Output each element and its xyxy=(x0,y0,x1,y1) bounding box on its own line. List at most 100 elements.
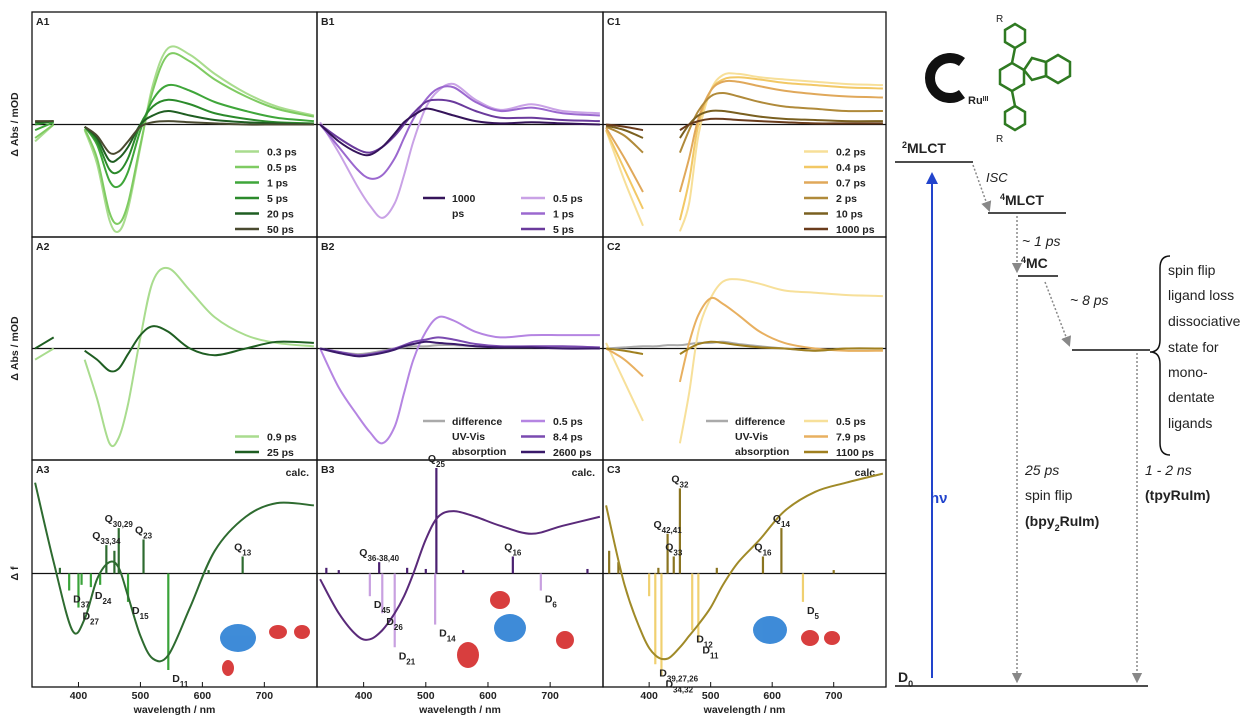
x-tick-label: 600 xyxy=(194,690,212,702)
complex-label: RuIII xyxy=(968,95,989,107)
label-letter: Q xyxy=(105,513,113,525)
label-letter: D xyxy=(386,616,394,628)
stick-label: Q25 xyxy=(428,453,446,469)
complex-part: 2 xyxy=(1055,523,1060,533)
label-index: 24 xyxy=(102,597,111,606)
stick-label: D34,32 xyxy=(665,679,693,695)
legend-label: 1100 ps xyxy=(836,447,874,459)
decay-complex: (bpy2RuIm) xyxy=(1025,513,1099,533)
label-letter: Q xyxy=(754,541,762,553)
stick-label: Q32 xyxy=(671,473,689,489)
legend-label: 2 ps xyxy=(836,193,857,205)
stick-label: Q42,41 xyxy=(653,519,682,535)
label-index: 37 xyxy=(81,600,90,609)
plot-area xyxy=(605,278,883,444)
stick-label: D15 xyxy=(132,605,149,621)
legend-word: absorption xyxy=(452,446,506,458)
label-letter: D xyxy=(374,599,382,611)
plot-area xyxy=(605,472,884,676)
stick-label: D21 xyxy=(399,650,416,666)
decay-time: 1 - 2 ns xyxy=(1145,462,1192,478)
label-letter: Q xyxy=(773,513,781,525)
label-letter: D xyxy=(439,628,447,640)
label-index: 33 xyxy=(673,548,682,557)
y-axis-label: Δ f xyxy=(9,566,21,580)
legend-label: 0.9 ps xyxy=(267,432,297,444)
x-tick-label: 400 xyxy=(640,690,658,702)
brace-text: ligands xyxy=(1168,415,1212,431)
legend-label: difference UV-Vis absorption xyxy=(452,416,506,458)
brace-text: ligand loss xyxy=(1168,287,1234,303)
series-line xyxy=(605,109,883,139)
plot-area xyxy=(319,315,600,445)
series-line xyxy=(605,340,883,356)
level-spin: 4 xyxy=(1000,192,1005,202)
series-line xyxy=(605,91,883,154)
legend-label: 1000 ps xyxy=(836,224,875,236)
series-line xyxy=(319,315,600,445)
label-letter: Q xyxy=(428,453,436,465)
label-index: 34,32 xyxy=(673,685,694,694)
series-line xyxy=(319,340,600,358)
stick-label: Q33,34 xyxy=(92,530,121,546)
complex-part: (bpy xyxy=(1025,513,1055,529)
panel-label: B3 xyxy=(321,464,335,476)
y-axis-label: Δ Abs / mOD xyxy=(9,92,21,157)
plot-area xyxy=(605,72,883,232)
stick-label: D27 xyxy=(82,611,99,627)
legend-label: 25 ps xyxy=(267,447,294,459)
legend-label: 1000 ps xyxy=(452,193,478,220)
label-letter: Q xyxy=(653,519,661,531)
label-letter: D xyxy=(172,673,180,685)
series-line xyxy=(605,76,883,221)
ground-name: D xyxy=(898,669,908,685)
y-axis-label: Δ Abs / mOD xyxy=(9,316,21,381)
legend-label: 0.3 ps xyxy=(267,147,297,159)
x-tick-label: 600 xyxy=(479,690,497,702)
complex-part: RuIm) xyxy=(1060,513,1100,529)
stick-label: Q16 xyxy=(504,541,522,557)
label-index: 42,41 xyxy=(662,525,683,534)
x-axis-label: wavelength / nm xyxy=(418,704,501,716)
series-line xyxy=(34,325,314,373)
panel: B2 0.5 ps 8.4 ps 2600 ps difference UV-Vis a… xyxy=(316,236,604,461)
x-tick-label: 600 xyxy=(763,690,781,702)
level-label: 4MC xyxy=(1021,255,1048,271)
label-index: 45 xyxy=(381,606,390,615)
panel: B1 0.5 ps 1 ps 5 ps 1000 ps xyxy=(316,11,604,238)
series-line xyxy=(319,85,600,180)
legend-label: 0.5 ps xyxy=(267,162,297,174)
legend-label: 5 ps xyxy=(267,193,288,205)
stick-label: D12 xyxy=(696,633,713,649)
decay-complex: (tpyRuIm) xyxy=(1145,487,1210,503)
stick-label: D11 xyxy=(702,645,719,661)
series-line xyxy=(35,120,314,155)
label-index: 26 xyxy=(394,623,403,632)
panel: C2 0.5 ps 7.9 ps 1100 ps difference UV-Vis a… xyxy=(602,236,887,461)
transition-arrow xyxy=(972,164,992,212)
stick-label: Q23 xyxy=(135,524,153,540)
legend-label: 7.9 ps xyxy=(836,432,866,444)
decay-time: 25 ps xyxy=(1024,462,1059,478)
stick-label: D5 xyxy=(807,605,820,621)
series-line xyxy=(34,52,315,225)
label-index: 15 xyxy=(140,611,149,620)
label-index: 21 xyxy=(406,657,415,666)
x-axis-label: wavelength / nm xyxy=(703,704,786,716)
legend-word: 1000 xyxy=(452,193,478,205)
legend-word: UV-Vis xyxy=(452,431,488,443)
label-letter: D xyxy=(545,594,553,606)
level-name: MC xyxy=(1026,255,1048,271)
label-index: 32 xyxy=(680,480,689,489)
label-letter: D xyxy=(82,611,90,623)
legend-label: 0.4 ps xyxy=(836,162,866,174)
substituent: R xyxy=(996,134,1003,145)
legend-label: 2600 ps xyxy=(553,447,592,459)
x-tick-label: 700 xyxy=(256,690,274,702)
panel: A1 Δ Abs / mOD 0.3 ps 0.5 ps 1 ps 5 ps 20 ps 50… xyxy=(9,11,318,238)
note: calc. xyxy=(572,467,595,479)
panel: C1 0.2 ps 0.4 ps 0.7 ps 2 ps 10 ps 1000 ps xyxy=(602,11,887,238)
level-name: MLCT xyxy=(907,140,946,156)
label-letter: D xyxy=(95,590,103,602)
